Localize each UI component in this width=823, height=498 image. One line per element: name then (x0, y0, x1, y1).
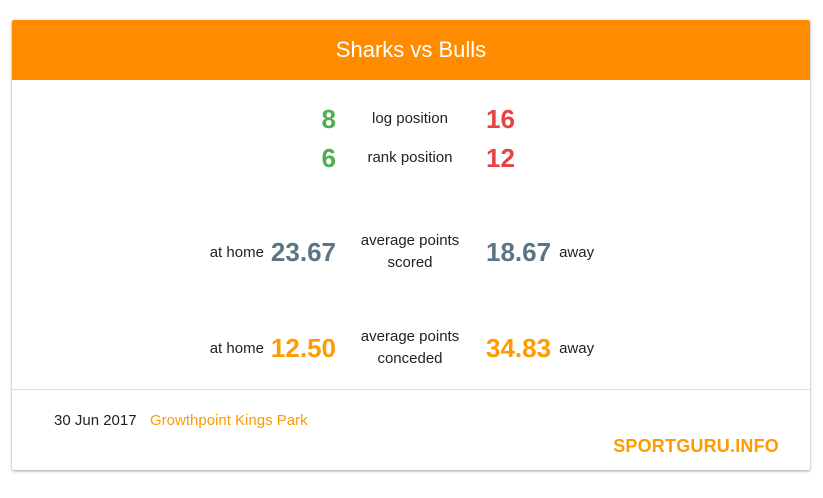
home-conceded-group: at home 12.50 (210, 323, 336, 373)
home-scored-value: 23.67 (270, 236, 336, 267)
log-position-label: log position (372, 110, 448, 127)
away-conceded-group: 34.83 away (486, 323, 594, 373)
match-date: 30 Jun 2017 (54, 412, 137, 429)
away-conceded-value: 34.83 (486, 332, 552, 363)
away-conceded-label: away (559, 339, 595, 357)
points-scored-row: at home 23.67 average points scored 18.6… (12, 227, 810, 277)
venue-link[interactable]: Growthpoint Kings Park (150, 412, 308, 429)
points-scored-label: average points scored (351, 227, 469, 277)
home-scored-group: at home 23.67 (210, 227, 336, 277)
home-scored-label: at home (209, 243, 264, 261)
away-rank-position: 12 (486, 143, 515, 173)
away-log-position: 16 (486, 104, 515, 134)
match-title: Sharks vs Bulls (335, 37, 487, 62)
footer-divider (12, 389, 810, 390)
home-conceded-value: 12.50 (270, 332, 336, 363)
away-scored-label: away (559, 243, 595, 261)
home-log-position: 8 (321, 104, 336, 134)
points-conceded-row: at home 12.50 average points conceded 34… (12, 323, 810, 373)
match-header: Sharks vs Bulls (12, 20, 810, 80)
home-conceded-label: at home (209, 339, 264, 357)
match-card: Sharks vs Bulls 8 log position 16 6 rank… (12, 20, 810, 470)
log-position-row: 8 log position 16 (12, 99, 810, 139)
points-conceded-label: average points conceded (351, 323, 469, 373)
rank-position-row: 6 rank position 12 (12, 138, 810, 178)
away-scored-value: 18.67 (486, 236, 552, 267)
points-conceded-label-line2: conceded (377, 350, 443, 367)
home-rank-position: 6 (321, 143, 336, 173)
rank-position-label: rank position (367, 149, 453, 166)
brand-link[interactable]: SPORTGURU.INFO (613, 436, 779, 456)
points-scored-label-line1: average points (360, 232, 460, 249)
points-conceded-label-line1: average points (360, 328, 460, 345)
points-scored-label-line2: scored (387, 254, 433, 271)
away-scored-group: 18.67 away (486, 227, 594, 277)
